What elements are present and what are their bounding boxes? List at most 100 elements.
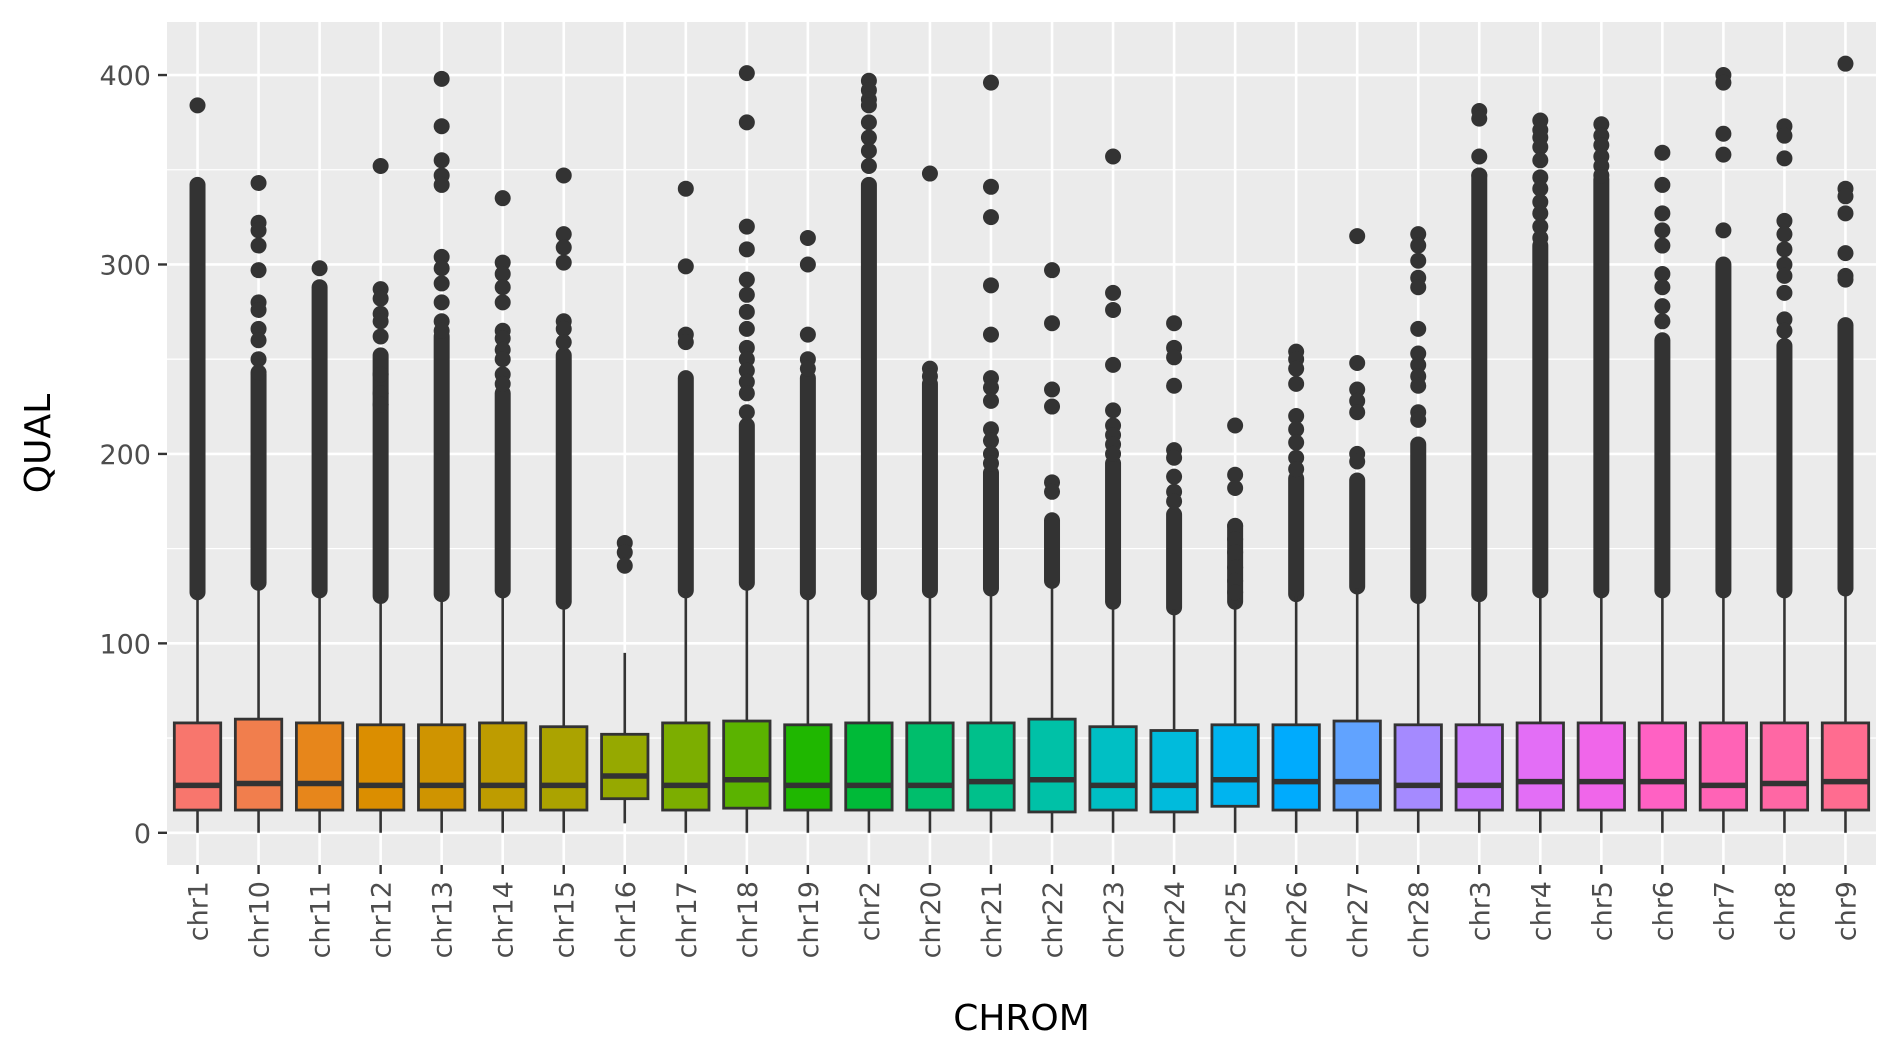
outlier-point <box>433 294 450 311</box>
outlier-point <box>1715 125 1732 142</box>
outlier-point <box>372 396 389 413</box>
outlier-point <box>1044 381 1061 398</box>
box <box>539 725 589 812</box>
outlier-point <box>1227 544 1244 561</box>
outlier-point <box>1532 229 1549 246</box>
outlier-point <box>1654 279 1671 296</box>
x-tick-label: chr12 <box>367 881 398 958</box>
outlier-point <box>1227 417 1244 434</box>
outlier-point <box>860 157 877 174</box>
outlier-point <box>1227 572 1244 589</box>
outlier-point <box>1471 167 1488 184</box>
outlier-point <box>1593 167 1610 184</box>
outlier-point <box>738 271 755 288</box>
outlier-point <box>1044 483 1061 500</box>
x-tick-label: chr23 <box>1099 881 1130 958</box>
outlier-point <box>250 175 267 192</box>
outlier-point <box>372 366 389 383</box>
outlier-point <box>1410 356 1427 373</box>
x-tick-label: chr3 <box>1465 881 1496 941</box>
outlier-point <box>494 330 511 347</box>
outlier-point <box>860 129 877 146</box>
box <box>1027 717 1077 814</box>
outlier-point <box>250 351 267 368</box>
outlier-point <box>1349 392 1366 409</box>
outlier-point <box>738 339 755 356</box>
outlier-point <box>372 290 389 307</box>
outlier-point <box>250 301 267 318</box>
outlier-point <box>1044 262 1061 279</box>
outlier-point <box>1715 74 1732 91</box>
box <box>1454 723 1504 812</box>
x-tick-label: chr27 <box>1343 881 1374 958</box>
outlier-point <box>1654 176 1671 193</box>
outlier-point <box>677 334 694 351</box>
box <box>1515 721 1565 812</box>
box <box>233 717 284 812</box>
outlier-point <box>1349 228 1366 245</box>
outlier-point <box>433 322 450 339</box>
outlier-point <box>1776 241 1793 258</box>
outlier-point <box>1288 449 1305 466</box>
outlier-point <box>494 294 511 311</box>
outlier-point <box>982 277 999 294</box>
outlier-point <box>1532 180 1549 197</box>
outlier-point <box>1105 356 1122 373</box>
outlier-point <box>799 360 816 377</box>
outlier-point <box>494 279 511 296</box>
outlier-point <box>1837 271 1854 288</box>
box <box>356 723 406 812</box>
outlier-point <box>1776 322 1793 339</box>
outlier-point <box>1776 311 1793 328</box>
outlier-point <box>1532 152 1549 169</box>
outlier-point <box>1654 222 1671 239</box>
outlier-point <box>1288 421 1305 438</box>
outlier-point <box>494 254 511 271</box>
outlier-point <box>1532 218 1549 235</box>
outlier-point <box>1837 205 1854 222</box>
outlier-point <box>1837 188 1854 205</box>
outlier-point <box>799 229 816 246</box>
y-axis-title: QUAL <box>18 394 59 493</box>
x-tick-label: chr9 <box>1831 881 1862 941</box>
outlier-point <box>738 241 755 258</box>
x-tick-label: chr26 <box>1282 881 1313 958</box>
outlier-point <box>1776 284 1793 301</box>
outlier-point <box>738 362 755 379</box>
outlier-point <box>982 74 999 91</box>
outlier-point <box>433 118 450 135</box>
x-tick-label: chr20 <box>916 881 947 958</box>
outlier-point <box>433 248 450 265</box>
outlier-point <box>494 351 511 368</box>
box <box>1271 723 1321 812</box>
x-tick-label: chr25 <box>1221 881 1252 958</box>
outlier-point <box>1044 398 1061 415</box>
outlier-point <box>1532 193 1549 210</box>
outlier-point <box>1654 298 1671 315</box>
outlier-point <box>494 265 511 282</box>
outlier-point <box>1166 449 1183 466</box>
x-tick-label: chr24 <box>1160 881 1191 958</box>
outlier-point <box>982 432 999 449</box>
box <box>1759 721 1810 812</box>
x-tick-label: chr14 <box>489 881 520 958</box>
box <box>294 721 345 812</box>
outlier-point <box>1349 404 1366 421</box>
outlier-point <box>1837 245 1854 262</box>
box <box>1820 721 1871 812</box>
box <box>1332 719 1382 812</box>
x-tick-label: chr17 <box>672 881 703 958</box>
outlier-point <box>1227 531 1244 548</box>
outlier-point <box>1410 279 1427 296</box>
outlier-point <box>250 222 267 239</box>
x-tick-label: chr18 <box>733 881 764 958</box>
outlier-point <box>1105 284 1122 301</box>
outlier-point <box>1654 237 1671 254</box>
outlier-point <box>250 237 267 254</box>
outlier-point <box>1105 148 1122 165</box>
outlier-point <box>1288 360 1305 377</box>
box <box>1637 721 1687 812</box>
outlier-point <box>433 275 450 292</box>
outlier-point <box>738 65 755 82</box>
